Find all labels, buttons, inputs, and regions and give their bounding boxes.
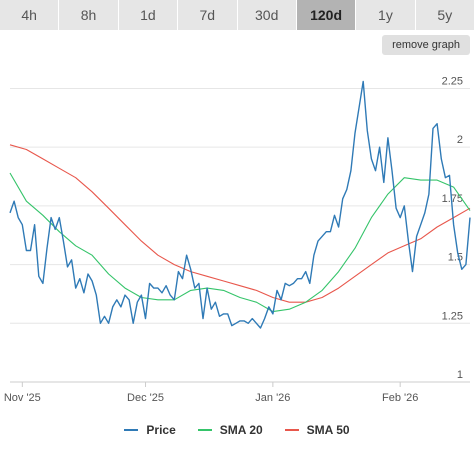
y-tick-label: 1: [457, 369, 463, 381]
legend-swatch: [124, 429, 139, 431]
legend-item-price[interactable]: Price: [124, 420, 176, 440]
x-tick-label: Feb '26: [382, 392, 418, 404]
range-tab-1y[interactable]: 1y: [356, 0, 416, 30]
range-tab-1d[interactable]: 1d: [118, 0, 179, 30]
legend-label: SMA 20: [219, 423, 263, 437]
chart-legend: Price SMA 20 SMA 50: [0, 420, 474, 440]
legend-item-sma-20[interactable]: SMA 20: [197, 420, 263, 440]
x-tick-label: Jan '26: [255, 392, 290, 404]
legend-swatch: [284, 429, 299, 431]
series-line-sma-20: [9, 172, 471, 313]
y-tick-label: 1.5: [448, 252, 463, 264]
range-tab-4h[interactable]: 4h: [0, 0, 60, 30]
range-tab-120d[interactable]: 120d: [296, 0, 357, 30]
legend-label: Price: [146, 423, 176, 437]
legend-item-sma-50[interactable]: SMA 50: [284, 420, 350, 440]
x-tick-label: Nov '25: [4, 392, 41, 404]
series-line-price: [9, 80, 471, 329]
legend-swatch: [197, 429, 212, 431]
x-tick-label: Dec '25: [127, 392, 164, 404]
range-tab-30d[interactable]: 30d: [237, 0, 297, 30]
remove-graph-button[interactable]: remove graph: [382, 35, 470, 55]
chart-series: [9, 80, 471, 329]
chart-grid: [10, 87, 470, 383]
series-line-sma-50: [9, 144, 471, 303]
range-tab-8h[interactable]: 8h: [59, 0, 119, 30]
time-range-bar: 4h 8h 1d 7d 30d 120d 1y 5y: [0, 0, 474, 30]
y-tick-label: 1.25: [442, 310, 463, 322]
y-tick-label: 2: [457, 134, 463, 146]
price-chart: Nov '25 Dec '25 Jan '26 Feb '26 1 1.25 1.5 1.7…: [4, 75, 471, 404]
y-tick-label: 1.75: [442, 193, 463, 205]
range-tab-5y[interactable]: 5y: [415, 0, 474, 30]
x-axis-ticks: Nov '25 Dec '25 Jan '26 Feb '26: [4, 381, 470, 404]
legend-label: SMA 50: [306, 423, 350, 437]
y-tick-label: 2.25: [442, 75, 463, 87]
y-axis-ticks: 1 1.25 1.5 1.75 2 2.25: [442, 75, 463, 381]
range-tab-7d[interactable]: 7d: [178, 0, 238, 30]
